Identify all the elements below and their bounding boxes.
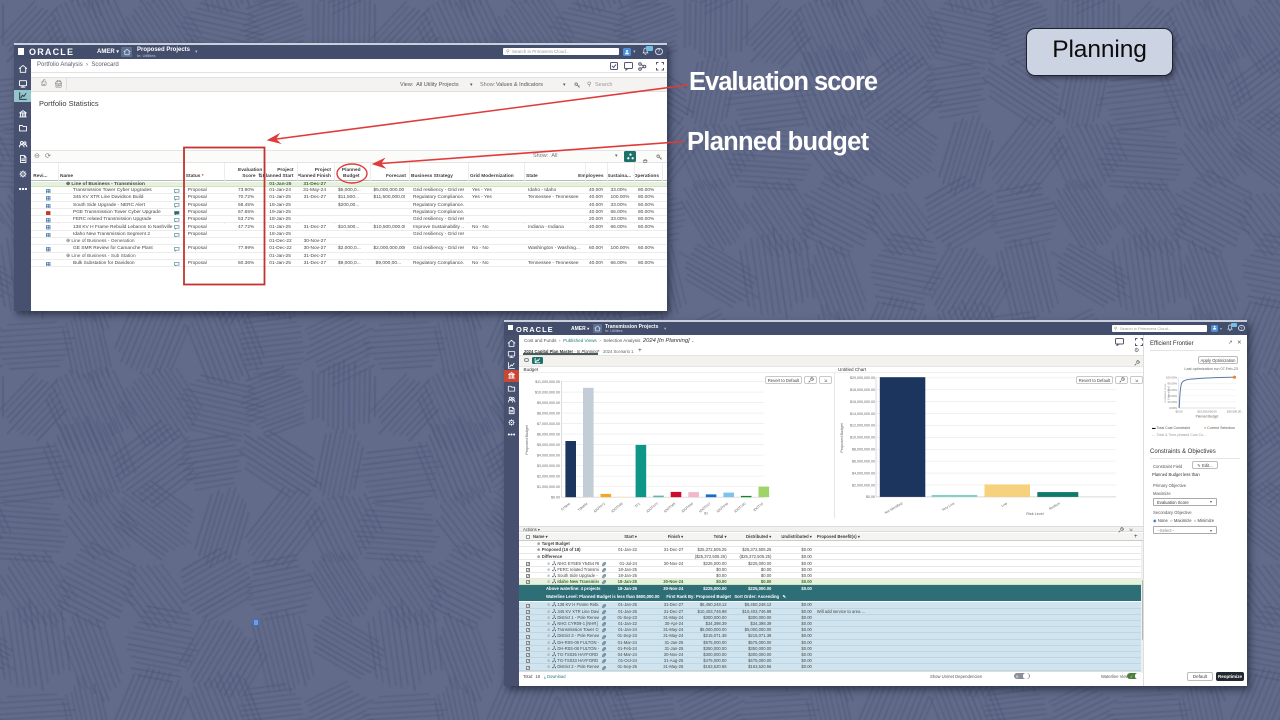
svg-text:IDOT048: IDOT048 <box>611 502 624 514</box>
svg-text:$14,000,000.00: $14,000,000.00 <box>850 412 875 416</box>
svg-text:Medium: Medium <box>1048 501 1061 511</box>
svg-text:Low: Low <box>1001 501 1009 508</box>
svg-text:Planned Budget: Planned Budget <box>1196 415 1219 419</box>
svg-text:Risk Level: Risk Level <box>1026 512 1044 516</box>
svg-text:T9N45x: T9N45x <box>577 502 589 513</box>
svg-text:$2,000,000.00: $2,000,000.00 <box>537 475 560 479</box>
svg-text:Evaluation Score: Evaluation Score <box>1164 383 1167 403</box>
svg-text:$3,000,000.00: $3,000,000.00 <box>537 464 560 468</box>
svg-text:$30,000,00...: $30,000,00... <box>1227 409 1244 413</box>
svg-text:$10,000,000.00: $10,000,000.00 <box>535 390 560 394</box>
svg-text:IDOT072: IDOT072 <box>593 502 606 514</box>
svg-text:(Normalized): (Normalized) <box>1168 386 1171 400</box>
svg-text:80.00%: 80.00% <box>1168 382 1178 386</box>
svg-text:IDOT034: IDOT034 <box>716 502 729 514</box>
svg-text:$15,000,000.00: $15,000,000.00 <box>1197 409 1217 413</box>
svg-text:40.00%: 40.00% <box>1168 394 1178 398</box>
svg-text:$4,000,000.00: $4,000,000.00 <box>537 454 560 458</box>
svg-text:$8,000,000.00: $8,000,000.00 <box>537 411 560 415</box>
svg-text:0.00%: 0.00% <box>1169 406 1177 410</box>
svg-text:$8,000,000.00: $8,000,000.00 <box>852 448 875 452</box>
svg-text:IDOT027: IDOT027 <box>698 502 711 514</box>
svg-text:20.00%: 20.00% <box>1168 400 1178 404</box>
svg-text:$0.00: $0.00 <box>1176 409 1183 413</box>
svg-text:Not Identified: Not Identified <box>884 501 903 515</box>
svg-text:IDOT044: IDOT044 <box>681 502 694 514</box>
svg-text:$11,000,000.00: $11,000,000.00 <box>535 380 560 384</box>
svg-text:$4,000,000.00: $4,000,000.00 <box>852 471 875 475</box>
svg-text:$6,000,000.00: $6,000,000.00 <box>537 432 560 436</box>
svg-text:$12,000,000.00: $12,000,000.00 <box>850 424 875 428</box>
svg-text:IDOT10: IDOT10 <box>752 502 764 513</box>
svg-text:ID: ID <box>704 512 708 516</box>
svg-text:IDOT073: IDOT073 <box>646 502 659 514</box>
svg-text:$0.00: $0.00 <box>866 495 875 499</box>
svg-text:57New: 57New <box>560 501 571 511</box>
svg-text:Proposed Budget: Proposed Budget <box>840 422 844 452</box>
svg-text:$2,000,000.00: $2,000,000.00 <box>852 483 875 487</box>
svg-text:$5,000,000.00: $5,000,000.00 <box>537 443 560 447</box>
svg-text:Proposed Budget: Proposed Budget <box>525 424 529 454</box>
svg-text:TF1: TF1 <box>634 502 641 509</box>
svg-text:$9,000,000.00: $9,000,000.00 <box>537 401 560 405</box>
svg-text:IDOT045: IDOT045 <box>663 502 676 514</box>
svg-text:Very Low: Very Low <box>941 501 956 512</box>
svg-text:100.00%: 100.00% <box>1166 376 1178 380</box>
svg-text:$6,000,000.00: $6,000,000.00 <box>852 460 875 464</box>
svg-text:$16,000,000.00: $16,000,000.00 <box>850 400 875 404</box>
svg-text:60.00%: 60.00% <box>1168 388 1178 392</box>
svg-text:$18,000,000.00: $18,000,000.00 <box>850 388 875 392</box>
svg-text:$20,000,000.00: $20,000,000.00 <box>850 376 875 380</box>
svg-text:IDOT100: IDOT100 <box>733 502 746 514</box>
svg-text:$7,000,000.00: $7,000,000.00 <box>537 422 560 426</box>
svg-text:$0.00: $0.00 <box>551 496 560 500</box>
svg-text:$10,000,000.00: $10,000,000.00 <box>850 436 875 440</box>
svg-text:$1,000,000.00: $1,000,000.00 <box>537 485 560 489</box>
